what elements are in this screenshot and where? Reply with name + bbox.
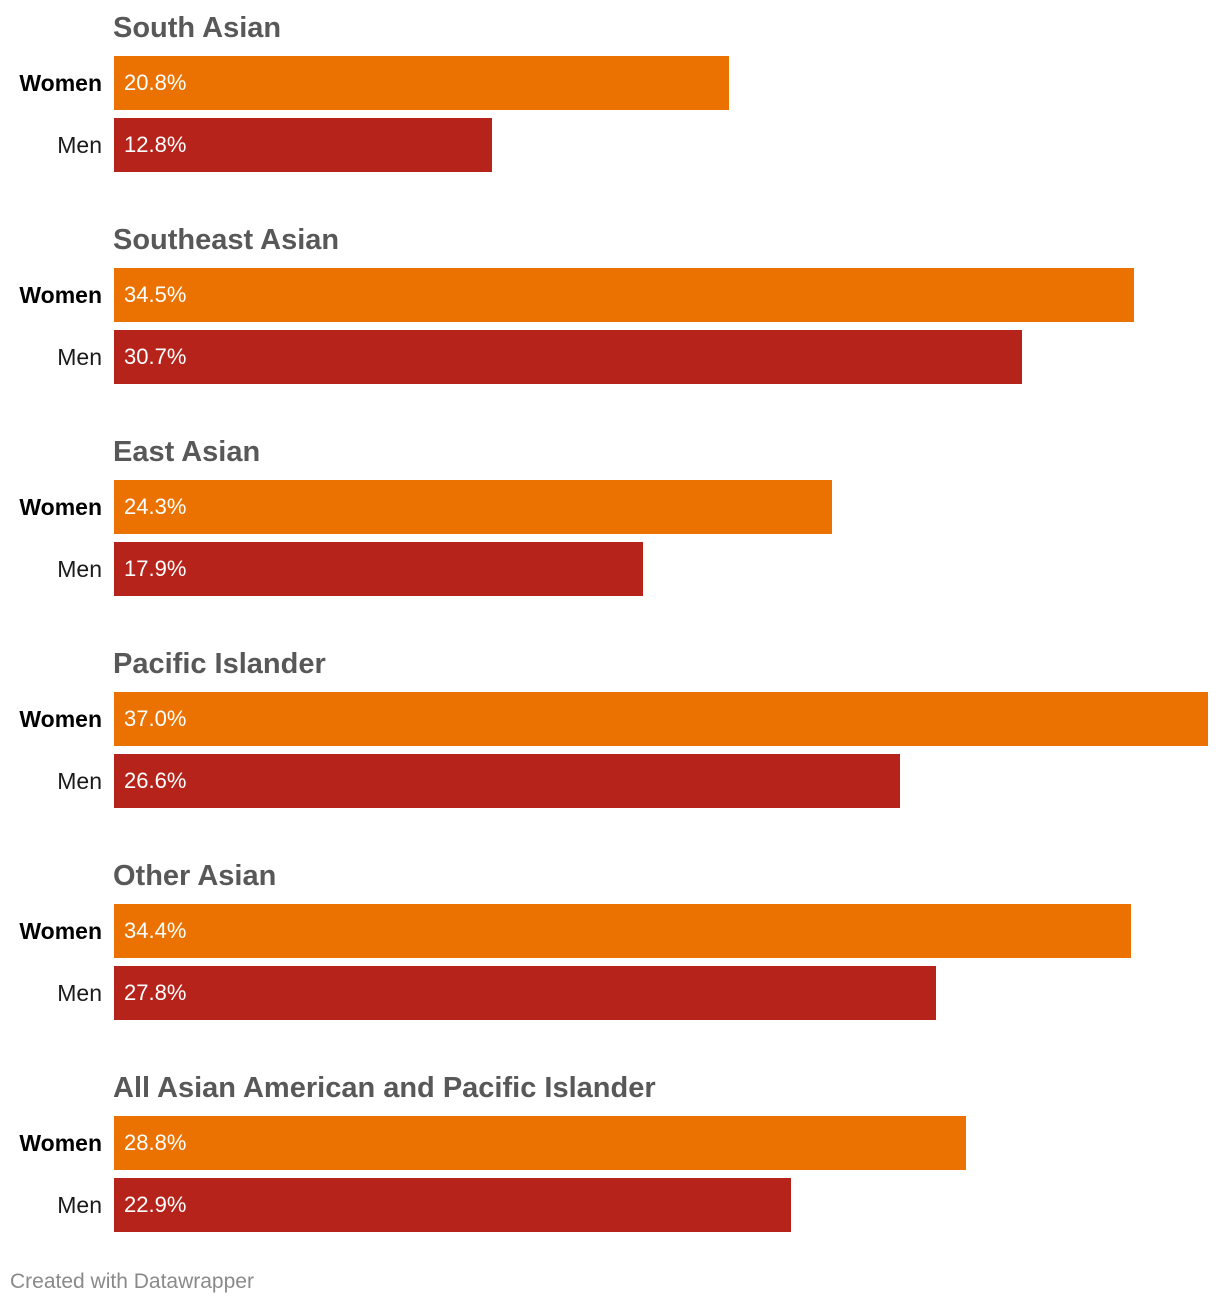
- bar-group: Other Asian Women 34.4% Men 27.8%: [0, 848, 1220, 1060]
- bar-value-label: 34.5%: [124, 282, 187, 307]
- bar-value-label: 30.7%: [124, 344, 187, 369]
- bar-men: [114, 1178, 791, 1232]
- bar-women: [114, 56, 729, 110]
- bar-women: [114, 268, 1134, 322]
- bar-value-label: 37.0%: [124, 706, 187, 731]
- bar-men: [114, 542, 643, 596]
- row-label-men: Men: [57, 344, 102, 370]
- row-label-women: Women: [19, 706, 102, 732]
- bar-men: [114, 754, 900, 808]
- bar-value-label: 34.4%: [124, 918, 187, 943]
- bar-men: [114, 330, 1022, 384]
- bar-women: [114, 1116, 966, 1170]
- group-title: South Asian: [113, 12, 282, 44]
- bar-group: Pacific Islander Women 37.0% Men 26.6%: [0, 636, 1220, 848]
- row-label-women: Women: [19, 918, 102, 944]
- bar-value-label: 28.8%: [124, 1130, 187, 1155]
- bar-men: [114, 966, 936, 1020]
- bar-value-label: 27.8%: [124, 980, 187, 1005]
- row-label-men: Men: [57, 132, 102, 158]
- bar-value-label: 24.3%: [124, 494, 187, 519]
- group-title: Pacific Islander: [113, 648, 326, 680]
- bar-men: [114, 118, 492, 172]
- group-title: All Asian American and Pacific Islander: [113, 1072, 656, 1104]
- row-label-women: Women: [19, 494, 102, 520]
- bar-group: East Asian Women 24.3% Men 17.9%: [0, 424, 1220, 636]
- group-title: Southeast Asian: [113, 224, 340, 256]
- bar-women: [114, 904, 1131, 958]
- row-label-women: Women: [19, 70, 102, 96]
- bar-women: [114, 692, 1208, 746]
- bar-group: South Asian Women 20.8% Men 12.8%: [0, 0, 1220, 212]
- row-label-men: Men: [57, 556, 102, 582]
- row-label-women: Women: [19, 1130, 102, 1156]
- row-label-men: Men: [57, 980, 102, 1006]
- row-label-women: Women: [19, 282, 102, 308]
- bar-value-label: 12.8%: [124, 132, 187, 157]
- row-label-men: Men: [57, 1192, 102, 1218]
- bar-women: [114, 480, 832, 534]
- bar-group: All Asian American and Pacific Islander W…: [0, 1060, 1220, 1272]
- bar-group: Southeast Asian Women 34.5% Men 30.7%: [0, 212, 1220, 424]
- bar-value-label: 22.9%: [124, 1192, 187, 1217]
- group-title: Other Asian: [113, 860, 277, 892]
- chart-area: South Asian Women 20.8% Men 12.8% Southeast A…: [0, 0, 1220, 1232]
- bar-value-label: 20.8%: [124, 70, 187, 95]
- bar-value-label: 17.9%: [124, 556, 187, 581]
- credit-footer: Created with Datawrapper: [10, 1270, 254, 1293]
- bar-value-label: 26.6%: [124, 768, 187, 793]
- group-title: East Asian: [113, 436, 261, 468]
- row-label-men: Men: [57, 768, 102, 794]
